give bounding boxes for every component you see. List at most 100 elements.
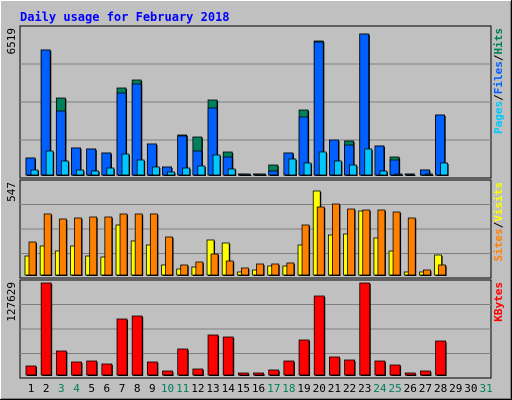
x-tick-label: 2 — [43, 382, 50, 395]
legend-entry: / — [492, 94, 505, 101]
bar-pages — [349, 164, 357, 176]
bar-visits — [221, 242, 230, 276]
x-tick-label: 8 — [134, 382, 141, 395]
bar-pages — [394, 173, 403, 176]
x-tick-label: 15 — [237, 382, 250, 395]
bar-files — [146, 143, 157, 176]
legend-entry: KBytes — [492, 282, 505, 322]
bar-kbytes — [25, 365, 37, 376]
bar-sites — [423, 269, 431, 276]
x-axis-labels: 1 2 3 4 5 6 7 8 9 10 11 12 13 14 15 16 17 18 19 20 21 22 23 24 2… — [28, 382, 493, 395]
bar-files — [254, 175, 264, 176]
bar-sites — [119, 213, 128, 276]
bar-files — [116, 92, 127, 176]
bar-sites — [104, 216, 113, 276]
bar-files — [268, 170, 279, 176]
bar-pages — [379, 170, 388, 176]
bar-sites — [240, 267, 249, 276]
x-tick-label: 16 — [252, 382, 265, 395]
x-tick-label: 6 — [104, 382, 111, 395]
bar-sites — [58, 218, 67, 276]
legend-entry: Visits — [492, 182, 505, 222]
bar-sites — [165, 236, 173, 276]
bar-pages — [106, 167, 115, 176]
x-tick-label: 22 — [343, 382, 356, 395]
panel-middle-bars — [24, 190, 447, 276]
panel-middle: 547 Sites/Visits — [5, 179, 505, 279]
bar-kbytes — [146, 361, 158, 376]
bar-pages — [45, 150, 54, 176]
bar-kbytes — [177, 348, 189, 376]
bar-pages — [167, 171, 175, 176]
bar-sites — [392, 211, 401, 276]
bar-sites — [180, 264, 189, 276]
bar-sites — [149, 213, 158, 276]
bar-pages — [151, 166, 160, 176]
x-tick-label: 1 — [28, 382, 35, 395]
bar-files — [328, 139, 339, 176]
panel-middle-legend: Sites/Visits — [492, 182, 505, 262]
x-tick-label: 27 — [419, 382, 432, 395]
bar-pages — [30, 169, 39, 176]
x-tick-label: 11 — [176, 382, 189, 395]
bar-sites — [331, 203, 340, 276]
bar-files — [239, 175, 249, 176]
bar-sites — [316, 206, 325, 276]
bar-files — [40, 49, 51, 176]
bar-pages — [259, 175, 267, 176]
bar-sites — [195, 261, 204, 276]
bar-sites — [89, 216, 98, 276]
bar-kbytes — [55, 350, 67, 376]
bar-files — [404, 173, 415, 176]
bar-files — [406, 175, 416, 176]
x-tick-label: 23 — [358, 382, 371, 395]
bar-kbytes — [298, 339, 310, 376]
x-tick-label: 21 — [328, 382, 341, 395]
bar-files — [101, 152, 112, 176]
bar-kbytes — [222, 336, 234, 376]
bar-pages — [76, 169, 84, 176]
bar-sites — [362, 209, 371, 276]
x-tick-label: 17 — [267, 382, 280, 395]
legend-entry: / — [492, 54, 505, 61]
bar-pages — [91, 170, 100, 176]
bar-kbytes — [420, 370, 431, 376]
x-tick-label: 19 — [297, 382, 310, 395]
x-tick-label: 12 — [191, 382, 204, 395]
bar-pages — [364, 148, 373, 176]
panel-top-bars — [25, 33, 449, 176]
bar-pages — [303, 162, 312, 176]
bar-kbytes — [86, 360, 98, 376]
x-tick-label: 28 — [434, 382, 447, 395]
x-tick-label: 31 — [479, 382, 492, 395]
bar-kbytes — [253, 372, 264, 376]
legend-entry: Hits — [492, 28, 505, 55]
bar-sites — [286, 262, 295, 276]
bar-kbytes — [237, 372, 249, 376]
bar-kbytes — [344, 359, 355, 376]
bar-files — [298, 116, 309, 176]
x-tick-label: 18 — [282, 382, 295, 395]
bar-files — [420, 169, 430, 176]
bar-files — [313, 41, 324, 176]
bar-pages — [258, 173, 266, 176]
bar-pages — [227, 168, 236, 176]
bar-pages — [121, 153, 130, 176]
bar-pages — [426, 175, 434, 176]
bar-files — [162, 166, 172, 176]
bar-kbytes — [71, 361, 82, 376]
bar-files — [55, 110, 66, 176]
legend-entry: Files — [492, 61, 505, 94]
bar-pages — [242, 173, 251, 176]
bar-files — [359, 33, 370, 176]
bar-pages — [425, 173, 433, 176]
legend-entry: Pages — [492, 101, 505, 134]
bar-kbytes — [207, 334, 219, 376]
bar-pages — [60, 160, 69, 176]
legend-entry: / — [492, 221, 505, 228]
bar-pages — [396, 175, 404, 176]
bar-pages — [288, 158, 297, 176]
x-tick-label: 4 — [73, 382, 80, 395]
bar-sites — [134, 213, 143, 276]
